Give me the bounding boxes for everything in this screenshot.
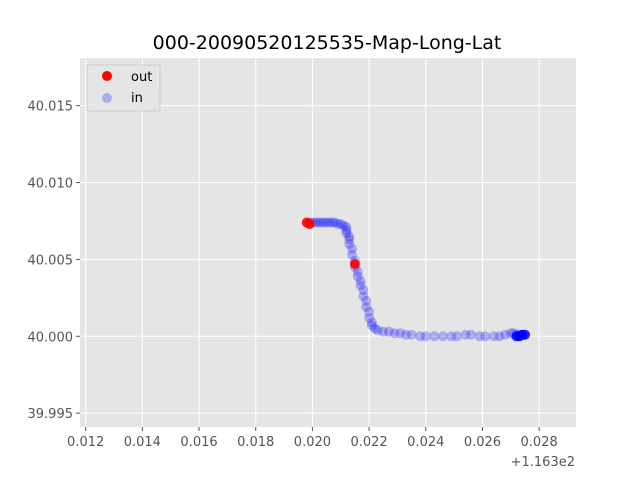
data-point-in	[446, 331, 457, 342]
data-point-in	[406, 329, 417, 340]
x-tick-label: 0.014	[124, 435, 161, 450]
data-point-in	[460, 329, 471, 340]
data-point-in	[494, 331, 505, 342]
data-point-in	[341, 228, 352, 239]
data-point-in	[389, 328, 400, 339]
x-tick-label: 0.012	[67, 435, 104, 450]
data-point-in	[366, 320, 377, 331]
data-point-in	[321, 217, 332, 228]
chart-title: 000-20090520125535-Map-Long-Lat	[153, 32, 502, 54]
data-point-out	[349, 259, 360, 270]
data-point-in	[313, 217, 324, 228]
data-point-in	[500, 329, 511, 340]
x-tick-label: 0.018	[237, 435, 274, 450]
legend-marker-out	[102, 71, 112, 81]
data-point-in	[488, 331, 499, 342]
data-point-in	[358, 291, 369, 302]
legend: out in	[86, 64, 161, 112]
data-point-in	[372, 325, 383, 336]
data-point-in	[366, 317, 377, 328]
data-point-in	[330, 217, 341, 228]
data-point-in	[352, 271, 363, 282]
data-point-in	[332, 219, 343, 230]
y-tick-label: 40.015	[28, 100, 74, 115]
data-point-in	[355, 275, 366, 286]
data-point-in	[341, 225, 352, 236]
data-point-in	[347, 243, 358, 254]
x-tick-label: 0.020	[294, 435, 331, 450]
y-tick-label: 40.005	[28, 253, 74, 268]
data-point-in	[519, 329, 530, 340]
data-point-in	[324, 217, 335, 228]
data-point-in	[378, 326, 389, 337]
data-point-in	[395, 328, 406, 339]
y-tick-label: 40.010	[28, 177, 74, 192]
y-axis-ticks: 39.995 40.000 40.005 40.010 40.015	[28, 100, 80, 422]
data-point-in	[480, 331, 491, 342]
data-point-in	[364, 306, 375, 317]
data-point-in	[474, 331, 485, 342]
data-point-in	[420, 331, 431, 342]
legend-label-in: in	[131, 91, 143, 106]
legend-marker-in	[102, 93, 112, 103]
data-point-in	[355, 280, 366, 291]
y-tick-label: 40.000	[28, 330, 74, 345]
y-tick-label: 39.995	[28, 407, 74, 422]
data-point-in	[352, 266, 363, 277]
data-point-in	[451, 331, 462, 342]
data-point-in	[335, 219, 346, 230]
x-axis-ticks: 0.012 0.014 0.016 0.018 0.020 0.022 0.024 0.026…	[67, 427, 558, 450]
data-point-in	[358, 285, 369, 296]
data-point-out	[304, 219, 315, 230]
data-point-in	[429, 331, 440, 342]
x-tick-label: 0.016	[180, 435, 217, 450]
x-tick-label: 0.028	[521, 435, 558, 450]
data-point-in	[315, 217, 326, 228]
data-point-in	[383, 326, 394, 337]
data-point-in	[318, 217, 329, 228]
data-point-in	[466, 329, 477, 340]
data-point-in	[347, 249, 358, 260]
x-axis-offset-label: +1.163e2	[511, 455, 575, 470]
data-point-in	[327, 217, 338, 228]
data-point-in	[361, 302, 372, 313]
grid-lines	[80, 58, 576, 427]
x-tick-label: 0.026	[464, 435, 501, 450]
data-point-in	[344, 234, 355, 245]
data-point-in	[437, 331, 448, 342]
legend-label-out: out	[131, 70, 152, 85]
data-point-in	[338, 220, 349, 231]
data-points	[301, 217, 530, 342]
x-tick-label: 0.024	[407, 435, 444, 450]
data-point-in	[341, 222, 352, 233]
data-point-in	[415, 331, 426, 342]
data-point-in	[364, 312, 375, 323]
data-point-in	[344, 239, 355, 250]
data-point-in	[344, 231, 355, 242]
data-point-in	[361, 295, 372, 306]
data-point-in	[400, 329, 411, 340]
data-point-in	[369, 323, 380, 334]
plot-area	[80, 58, 576, 427]
x-tick-label: 0.022	[350, 435, 387, 450]
